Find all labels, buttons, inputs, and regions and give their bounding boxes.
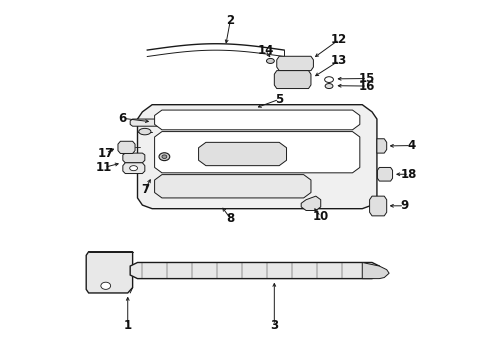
Polygon shape [86,252,133,293]
Ellipse shape [267,58,274,63]
Text: 9: 9 [400,199,408,212]
Text: 17: 17 [98,147,114,159]
Polygon shape [123,153,145,163]
Ellipse shape [130,166,138,171]
Polygon shape [362,262,389,279]
Text: 5: 5 [275,93,283,106]
Ellipse shape [101,282,111,289]
Text: 10: 10 [313,210,329,223]
Polygon shape [155,132,360,173]
Polygon shape [118,141,135,153]
Text: 18: 18 [401,168,417,181]
Polygon shape [130,119,181,126]
Ellipse shape [139,129,151,135]
Polygon shape [277,56,314,71]
Text: 7: 7 [141,183,149,196]
Text: 2: 2 [226,14,234,27]
Text: 8: 8 [226,212,235,225]
Text: 11: 11 [96,161,112,174]
Polygon shape [274,71,311,89]
Text: 12: 12 [331,33,347,46]
Polygon shape [138,105,377,209]
Text: 3: 3 [270,319,278,332]
Polygon shape [198,142,287,166]
Text: 16: 16 [359,80,375,93]
Polygon shape [377,167,392,181]
Polygon shape [130,262,379,279]
Text: 4: 4 [407,139,415,152]
Polygon shape [123,163,145,174]
Ellipse shape [325,84,333,89]
Text: 14: 14 [257,44,274,57]
Text: 6: 6 [119,112,127,125]
Text: 13: 13 [331,54,347,67]
Polygon shape [369,196,387,216]
Ellipse shape [162,155,167,158]
Ellipse shape [325,77,333,82]
Text: 1: 1 [123,319,132,332]
Polygon shape [155,175,311,198]
Polygon shape [301,196,321,211]
Polygon shape [155,110,360,130]
Ellipse shape [159,153,170,161]
Polygon shape [377,139,387,153]
Text: 15: 15 [359,72,375,85]
